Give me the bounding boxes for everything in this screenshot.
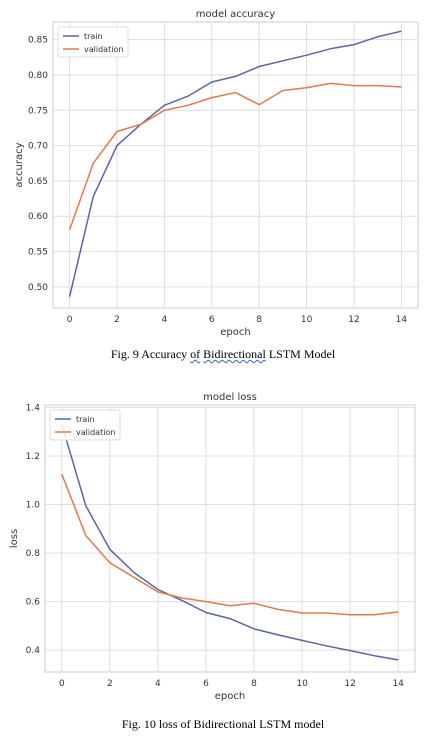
loss-chart: 0 2 4 6 8 10 12 14 0.4 0.6 0.8 1.0 1.2 1.4 model loss e… — [9, 392, 416, 702]
c1-y-tick-label: 1.4 — [26, 403, 41, 413]
c0-x-tick-label: 12 — [348, 315, 359, 325]
c1-x-tick-label: 10 — [296, 679, 308, 689]
c0-x-axis-label: epoch — [220, 327, 250, 338]
c1-y-tick-label: 0.8 — [26, 549, 41, 559]
c0-y-tick-label: 0.80 — [28, 71, 48, 81]
c0-legend-label-train: train — [84, 32, 103, 41]
c1-y-tick-label: 0.6 — [26, 598, 41, 608]
c0-plot-area — [52, 21, 419, 309]
c0-y-tick-label: 0.65 — [28, 177, 48, 187]
c1-x-tick-label: 8 — [251, 679, 257, 689]
c0-x-tick-label: 4 — [162, 315, 168, 325]
c0-x-tick-label: 0 — [67, 315, 73, 325]
c0-x-tick-label: 8 — [256, 315, 262, 325]
c1-x-tick-label: 4 — [155, 679, 161, 689]
c0-x-tick-label: 6 — [209, 315, 215, 325]
c1-y-tick-label: 1.0 — [26, 501, 41, 511]
c1-y-tick-label: 1.2 — [26, 452, 40, 462]
fig9-caption-prefix: Fig. 9 Accuracy — [110, 347, 191, 361]
c0-series-line-train — [68, 30, 402, 297]
c0-x-tick-label: 2 — [114, 315, 120, 325]
c1-legend-label-train: train — [76, 415, 95, 424]
c0-y-tick-label: 0.55 — [28, 248, 48, 258]
c1-legend-label-validation: validation — [76, 428, 115, 437]
c0-y-tick-label: 0.70 — [28, 142, 48, 152]
c0-chart-title: model accuracy — [196, 9, 276, 20]
c1-x-tick-label: 0 — [59, 679, 65, 689]
c1-chart-title: model loss — [203, 392, 257, 403]
c0-y-tick-label: 0.75 — [28, 106, 48, 116]
c0-y-tick-label: 0.50 — [28, 283, 48, 293]
accuracy-chart: 0 2 4 6 8 10 12 14 0.50 0.55 0.60 0.65 0.70 0.75 0.80 0… — [14, 9, 419, 338]
c1-x-tick-label: 2 — [107, 679, 113, 689]
c1-series-line-validation — [61, 473, 399, 616]
c0-x-tick-label: 14 — [396, 315, 408, 325]
c1-x-tick-label: 14 — [392, 679, 404, 689]
c0-y-tick-label: 0.60 — [28, 212, 48, 222]
c1-y-axis-label: loss — [9, 529, 20, 548]
c0-series-line-validation — [68, 82, 402, 230]
fig9-caption-of: of — [190, 347, 201, 361]
c1-x-axis-label: epoch — [215, 691, 245, 702]
c1-x-tick-label: 12 — [344, 679, 355, 689]
c1-x-tick-label: 6 — [203, 679, 209, 689]
c0-x-tick-label: 10 — [301, 315, 313, 325]
c1-y-tick-label: 0.4 — [26, 646, 41, 656]
fig9-caption: Fig. 9 Accuracy of Bidirectional LSTM Mo… — [0, 347, 446, 362]
fig9-caption-bidirectional: Bidirectional — [203, 347, 266, 361]
c1-series-line-train — [61, 424, 399, 661]
fig9-caption-suffix: LSTM Model — [265, 347, 336, 361]
c1-plot-area — [44, 404, 416, 673]
c0-legend-label-validation: validation — [84, 45, 123, 54]
c0-y-axis-label: accuracy — [14, 142, 25, 187]
c0-y-tick-label: 0.85 — [28, 36, 48, 46]
fig10-caption: Fig. 10 loss of Bidirectional LSTM model — [121, 717, 325, 731]
